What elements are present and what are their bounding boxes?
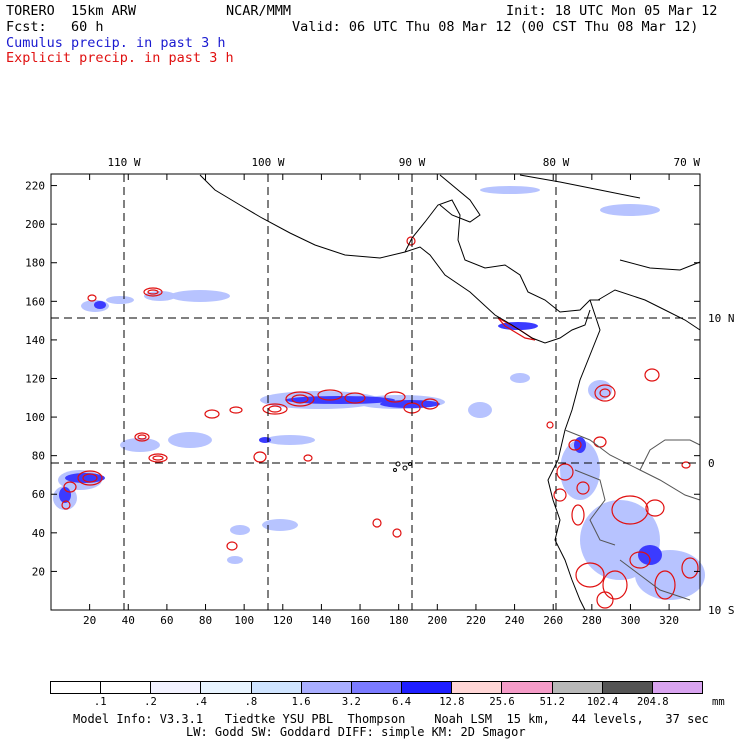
model-physics: LW: Godd SW: Goddard DIFF: simple KM: 2D… [186,725,526,739]
y-tick-label: 20 [32,565,45,578]
colorbar-swatch [301,682,352,693]
explicit-legend: Explicit precip. in past 3 h [6,50,234,66]
colorbar-swatch [452,682,503,693]
colorbar-swatch [201,682,252,693]
model-title: TORERO 15km ARW [6,3,137,19]
colorbar-label: .8 [244,696,258,708]
y-tick-label: 140 [25,334,45,347]
x-tick-label: 20 [83,614,96,627]
colorbar-label: 51.2 [539,696,565,708]
colorbar-swatch [502,682,553,693]
x-tick-label: 160 [350,614,370,627]
colorbar-label: 204.8 [636,696,669,708]
colorbar-label: 12.8 [439,696,465,708]
y-tick-label: 160 [25,295,45,308]
longitude-label: 70 W [674,156,701,169]
precip-map: 20 40 60 80 100 120 140 160 180 200 220 240 260 280 30… [25,156,735,627]
x-tick-label: 140 [311,614,331,627]
y-tick-label: 60 [32,488,45,501]
colorbar-label: 1.6 [291,696,311,708]
colorbar-swatch [251,682,302,693]
x-tick-label: 300 [621,614,641,627]
x-tick-label: 60 [160,614,173,627]
latitude-labels: 10 N 0 10 S [708,312,735,617]
colorbar-label: 6.4 [392,696,412,708]
x-tick-label: 100 [234,614,254,627]
x-tick-label: 80 [199,614,212,627]
x-tick-label: 260 [543,614,563,627]
init-time: Init: 18 UTC Mon 05 Mar 12 [506,3,718,19]
x-tick-label: 280 [582,614,602,627]
colorbar-swatch [151,682,202,693]
cumulus-legend: Cumulus precip. in past 3 h [6,35,226,51]
colorbar-label: 3.2 [341,696,361,708]
latitude-label: 10 N [708,312,735,325]
x-tick-label: 180 [389,614,409,627]
model-info: Model Info: V3.3.1 Tiedtke YSU PBL Thomp… [73,712,709,726]
colorbar-swatch [652,682,703,693]
lat-lon-grid [51,174,700,610]
y-tick-label: 220 [25,180,45,193]
colorbar-swatch [351,682,403,693]
colorbar-unit: mm [712,696,725,708]
valid-time: Valid: 06 UTC Thu 08 Mar 12 (00 CST Thu … [292,19,699,35]
colorbar-label: .2 [144,696,157,708]
colorbar [50,681,703,694]
latitude-label: 0 [708,457,715,470]
colorbar-label: 25.6 [489,696,515,708]
longitude-label: 100 W [251,156,284,169]
colorbar-label: 102.4 [586,696,619,708]
y-tick-label: 120 [25,372,45,385]
longitude-label: 80 W [543,156,570,169]
colorbar-swatch [602,682,653,693]
x-tick-label: 220 [466,614,486,627]
longitude-label: 90 W [399,156,426,169]
map-frame [50,173,701,611]
colorbar-swatch [402,682,453,693]
y-tick-label: 100 [25,411,45,424]
x-axis: 20 40 60 80 100 120 140 160 180 200 220 240 260 280 30… [83,174,679,627]
precip-layer [53,186,705,609]
x-tick-label: 120 [273,614,293,627]
y-tick-label: 180 [25,257,45,270]
y-tick-label: 200 [25,218,45,231]
y-axis: 20 40 60 80 100 120 140 160 180 200 220 [25,180,700,578]
colorbar-label: .4 [194,696,208,708]
colorbar-swatch [51,682,102,693]
longitude-label: 110 W [107,156,140,169]
y-tick-label: 40 [32,527,45,540]
x-tick-label: 240 [505,614,525,627]
colorbar-swatch [552,682,603,693]
forecast-hour: Fcst: 60 h [6,19,104,35]
center-name: NCAR/MMM [226,3,292,19]
x-tick-label: 200 [427,614,447,627]
colorbar-label: .1 [93,696,107,708]
x-tick-label: 320 [659,614,679,627]
y-tick-label: 80 [32,450,45,463]
x-tick-label: 40 [122,614,135,627]
latitude-label: 10 S [708,604,735,617]
longitude-labels: 110 W 100 W 90 W 80 W 70 W [107,156,700,169]
colorbar-swatch [101,682,152,693]
